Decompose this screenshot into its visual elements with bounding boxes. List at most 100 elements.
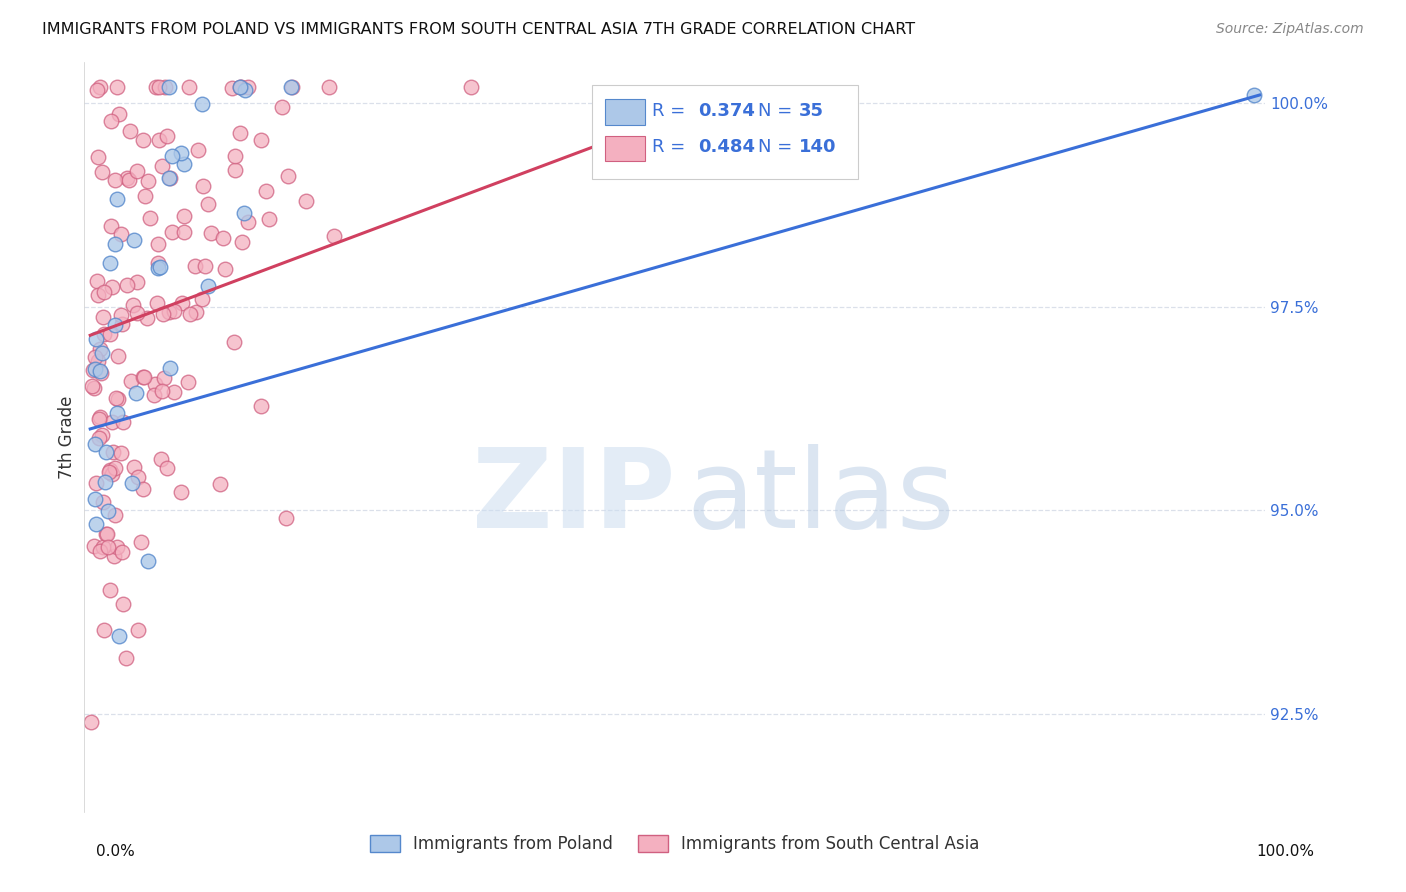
- Text: 0.374: 0.374: [699, 103, 755, 120]
- Point: [173, 157, 195, 171]
- Point: [222, 334, 245, 349]
- Point: [104, 508, 127, 522]
- Point: [105, 540, 128, 554]
- Point: [84, 475, 107, 490]
- Point: [159, 171, 181, 186]
- Point: [152, 307, 174, 321]
- Point: [107, 349, 129, 363]
- Point: [170, 145, 193, 160]
- Point: [125, 386, 148, 401]
- Point: [105, 406, 128, 420]
- Point: [160, 149, 183, 163]
- Point: [111, 318, 134, 332]
- Point: [127, 275, 149, 289]
- Point: [197, 197, 219, 211]
- Point: [238, 215, 260, 229]
- Point: [86, 274, 108, 288]
- Point: [172, 296, 194, 310]
- Point: [110, 446, 132, 460]
- Point: [173, 209, 195, 223]
- Point: [100, 279, 122, 293]
- Point: [104, 173, 127, 187]
- Point: [460, 79, 482, 94]
- Point: [270, 100, 292, 114]
- Point: [150, 159, 173, 173]
- Point: [250, 399, 273, 413]
- Point: [229, 79, 252, 94]
- Point: [104, 318, 127, 332]
- Point: [84, 332, 107, 346]
- Point: [148, 79, 170, 94]
- Point: [80, 714, 103, 729]
- Point: [93, 326, 115, 341]
- Point: [238, 79, 260, 94]
- Point: [233, 83, 256, 97]
- Point: [89, 363, 111, 377]
- Point: [105, 79, 128, 94]
- Point: [127, 470, 149, 484]
- Point: [280, 79, 302, 94]
- Point: [146, 260, 169, 275]
- Text: 35: 35: [799, 103, 824, 120]
- Point: [86, 150, 108, 164]
- Point: [190, 292, 212, 306]
- Point: [143, 377, 166, 392]
- Point: [84, 491, 107, 506]
- Text: 100.0%: 100.0%: [1257, 845, 1315, 859]
- Point: [148, 236, 170, 251]
- Point: [132, 370, 155, 384]
- Point: [87, 288, 110, 302]
- Point: [120, 124, 142, 138]
- Point: [197, 278, 219, 293]
- Point: [107, 392, 129, 407]
- Point: [209, 477, 232, 491]
- Point: [153, 79, 176, 94]
- Point: [177, 376, 200, 390]
- Point: [117, 170, 139, 185]
- FancyBboxPatch shape: [592, 85, 858, 178]
- Point: [93, 623, 115, 637]
- Point: [259, 211, 281, 226]
- Point: [100, 463, 122, 477]
- Point: [136, 554, 159, 568]
- Text: N =: N =: [758, 103, 797, 120]
- Point: [134, 189, 156, 203]
- Point: [135, 310, 157, 325]
- Point: [83, 381, 105, 395]
- Point: [93, 494, 115, 508]
- Legend: Immigrants from Poland, Immigrants from South Central Asia: Immigrants from Poland, Immigrants from …: [363, 828, 987, 860]
- Point: [110, 227, 132, 242]
- Point: [84, 350, 107, 364]
- Text: IMMIGRANTS FROM POLAND VS IMMIGRANTS FROM SOUTH CENTRAL ASIA 7TH GRADE CORRELATI: IMMIGRANTS FROM POLAND VS IMMIGRANTS FRO…: [42, 22, 915, 37]
- Point: [190, 97, 212, 112]
- Point: [122, 460, 145, 475]
- Point: [280, 79, 302, 94]
- Point: [91, 310, 114, 325]
- Point: [138, 211, 160, 225]
- Point: [127, 624, 149, 638]
- Point: [323, 228, 346, 243]
- Point: [105, 192, 128, 206]
- Point: [156, 461, 179, 475]
- Point: [200, 226, 222, 240]
- Point: [295, 194, 318, 209]
- Point: [91, 165, 114, 179]
- Point: [104, 391, 127, 405]
- Text: N =: N =: [758, 138, 797, 156]
- Point: [100, 467, 122, 481]
- Point: [100, 256, 122, 270]
- Point: [108, 106, 131, 120]
- Point: [104, 461, 127, 475]
- Point: [148, 133, 170, 147]
- Point: [170, 484, 193, 499]
- Point: [91, 428, 114, 442]
- Text: 0.0%: 0.0%: [96, 845, 135, 859]
- Point: [103, 549, 125, 564]
- Point: [97, 504, 120, 518]
- Point: [146, 256, 169, 270]
- Point: [157, 304, 180, 318]
- Point: [231, 235, 253, 249]
- Point: [173, 225, 195, 239]
- Text: atlas: atlas: [686, 443, 955, 550]
- Point: [179, 307, 201, 321]
